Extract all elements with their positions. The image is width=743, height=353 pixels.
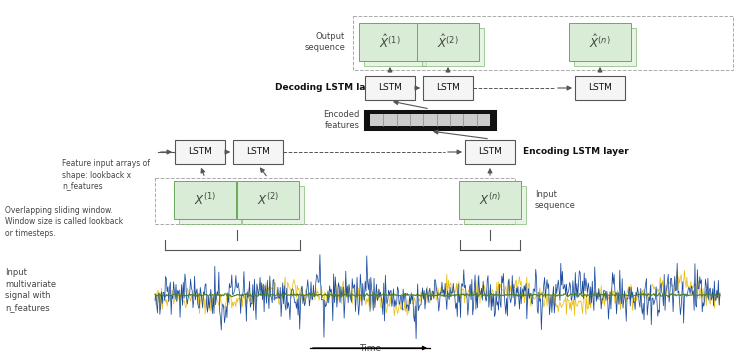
Text: LSTM: LSTM (188, 148, 212, 156)
Text: LSTM: LSTM (378, 84, 402, 92)
Text: Encoding LSTM layer: Encoding LSTM layer (523, 148, 629, 156)
FancyBboxPatch shape (422, 28, 484, 66)
Text: $\mathit{X}^{(2)}$: $\mathit{X}^{(2)}$ (257, 192, 279, 208)
FancyBboxPatch shape (365, 76, 415, 100)
Text: $\hat{\mathit{X}}^{(n)}$: $\hat{\mathit{X}}^{(n)}$ (589, 33, 611, 51)
Text: LSTM: LSTM (246, 148, 270, 156)
Text: Input
multivariate
signal with
n_features: Input multivariate signal with n_feature… (5, 268, 56, 312)
FancyBboxPatch shape (179, 186, 241, 224)
FancyBboxPatch shape (423, 76, 473, 100)
FancyBboxPatch shape (575, 76, 625, 100)
Text: Output
sequence: Output sequence (304, 32, 345, 52)
FancyBboxPatch shape (569, 23, 631, 61)
FancyBboxPatch shape (364, 28, 426, 66)
Text: Decoding LSTM layer: Decoding LSTM layer (275, 84, 382, 92)
FancyBboxPatch shape (174, 181, 236, 219)
FancyBboxPatch shape (175, 140, 225, 164)
Text: Time: Time (359, 344, 381, 353)
FancyBboxPatch shape (242, 186, 304, 224)
Text: $\hat{\mathit{X}}^{(1)}$: $\hat{\mathit{X}}^{(1)}$ (379, 33, 400, 51)
FancyBboxPatch shape (370, 114, 490, 126)
FancyBboxPatch shape (464, 186, 526, 224)
FancyBboxPatch shape (365, 111, 495, 129)
FancyBboxPatch shape (459, 181, 521, 219)
Text: Input
sequence: Input sequence (535, 190, 576, 210)
FancyBboxPatch shape (574, 28, 636, 66)
Text: LSTM: LSTM (588, 84, 612, 92)
Text: LSTM: LSTM (478, 148, 502, 156)
Text: $\mathit{X}^{(n)}$: $\mathit{X}^{(n)}$ (478, 192, 502, 208)
Text: Overlapping sliding window.
Window size is called lookback
or timesteps.: Overlapping sliding window. Window size … (5, 207, 123, 238)
Text: LSTM: LSTM (436, 84, 460, 92)
Text: Feature input arrays of
shape: lookback x
n_features: Feature input arrays of shape: lookback … (62, 160, 150, 191)
Text: Encoded
features: Encoded features (324, 110, 360, 130)
Text: $\mathit{X}^{(1)}$: $\mathit{X}^{(1)}$ (194, 192, 216, 208)
FancyBboxPatch shape (359, 23, 421, 61)
FancyBboxPatch shape (417, 23, 479, 61)
Text: $\hat{\mathit{X}}^{(2)}$: $\hat{\mathit{X}}^{(2)}$ (437, 33, 459, 51)
FancyBboxPatch shape (465, 140, 515, 164)
FancyBboxPatch shape (237, 181, 299, 219)
FancyBboxPatch shape (233, 140, 283, 164)
